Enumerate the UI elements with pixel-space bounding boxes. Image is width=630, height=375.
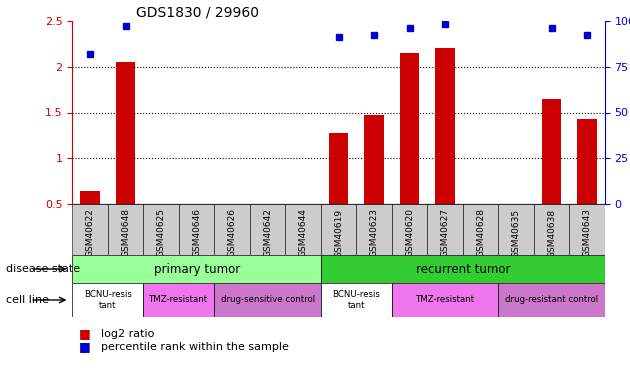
Text: log2 ratio: log2 ratio bbox=[101, 329, 154, 339]
Text: drug-sensitive control: drug-sensitive control bbox=[220, 296, 315, 304]
Bar bbox=[329, 133, 348, 204]
Text: GDS1830 / 29960: GDS1830 / 29960 bbox=[136, 6, 260, 20]
Bar bbox=[463, 204, 498, 255]
Text: GSM40646: GSM40646 bbox=[192, 209, 201, 257]
Bar bbox=[179, 204, 214, 255]
Text: ■: ■ bbox=[79, 327, 91, 340]
Text: TMZ-resistant: TMZ-resistant bbox=[416, 296, 474, 304]
Bar bbox=[498, 283, 605, 317]
Bar bbox=[577, 119, 597, 204]
Text: GSM40622: GSM40622 bbox=[86, 209, 94, 257]
Bar bbox=[214, 283, 321, 317]
Bar bbox=[321, 255, 605, 283]
Bar bbox=[364, 115, 384, 204]
Text: ■: ■ bbox=[79, 340, 91, 353]
Text: GSM40623: GSM40623 bbox=[370, 209, 379, 257]
Text: GSM40644: GSM40644 bbox=[299, 209, 307, 257]
Text: GSM40625: GSM40625 bbox=[157, 209, 166, 257]
Bar bbox=[570, 204, 605, 255]
Text: GSM40626: GSM40626 bbox=[227, 209, 237, 257]
Bar bbox=[72, 283, 144, 317]
Bar bbox=[72, 204, 108, 255]
Text: BCNU-resis
tant: BCNU-resis tant bbox=[84, 290, 132, 310]
Text: GSM40619: GSM40619 bbox=[334, 209, 343, 258]
Text: drug-resistant control: drug-resistant control bbox=[505, 296, 598, 304]
Bar bbox=[542, 99, 561, 204]
Text: primary tumor: primary tumor bbox=[154, 262, 240, 276]
Bar bbox=[498, 204, 534, 255]
Bar bbox=[427, 204, 463, 255]
Text: GSM40648: GSM40648 bbox=[121, 209, 130, 257]
Bar bbox=[214, 204, 250, 255]
Bar bbox=[108, 204, 144, 255]
Text: GSM40635: GSM40635 bbox=[512, 209, 520, 258]
Text: disease state: disease state bbox=[6, 264, 81, 274]
Bar bbox=[392, 204, 427, 255]
Text: GSM40642: GSM40642 bbox=[263, 209, 272, 257]
Text: GSM40627: GSM40627 bbox=[440, 209, 450, 257]
Bar bbox=[400, 53, 420, 204]
Text: percentile rank within the sample: percentile rank within the sample bbox=[101, 342, 289, 352]
Bar bbox=[534, 204, 570, 255]
Bar bbox=[321, 204, 357, 255]
Bar bbox=[144, 283, 214, 317]
Bar bbox=[81, 190, 100, 204]
Text: GSM40628: GSM40628 bbox=[476, 209, 485, 257]
Bar bbox=[435, 48, 455, 204]
Bar bbox=[116, 62, 135, 204]
Bar bbox=[392, 283, 498, 317]
Text: TMZ-resistant: TMZ-resistant bbox=[149, 296, 209, 304]
Bar bbox=[321, 283, 392, 317]
Bar bbox=[144, 204, 179, 255]
Text: BCNU-resis
tant: BCNU-resis tant bbox=[333, 290, 381, 310]
Text: recurrent tumor: recurrent tumor bbox=[416, 262, 510, 276]
Text: GSM40620: GSM40620 bbox=[405, 209, 414, 257]
Bar bbox=[357, 204, 392, 255]
Text: cell line: cell line bbox=[6, 295, 49, 305]
Text: GSM40643: GSM40643 bbox=[583, 209, 592, 257]
Bar bbox=[285, 204, 321, 255]
Bar bbox=[72, 255, 321, 283]
Text: GSM40638: GSM40638 bbox=[547, 209, 556, 258]
Bar bbox=[250, 204, 285, 255]
